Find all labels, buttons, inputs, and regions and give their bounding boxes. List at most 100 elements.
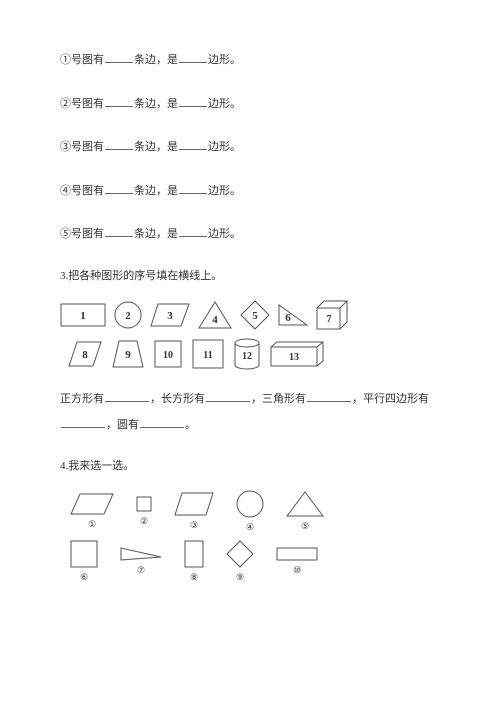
- q3n-t3: 边形。: [208, 141, 241, 153]
- questions-block: ①号图有条边，是边形。 ②号图有条边，是边形。 ③号图有条边，是边形。 ④号图有…: [60, 50, 440, 244]
- lbl-circle: ，圆有: [106, 419, 139, 431]
- q3n-blank2[interactable]: [179, 137, 207, 150]
- shape-9-trapezoid: 9: [112, 340, 144, 368]
- q5-blank1[interactable]: [105, 224, 133, 237]
- q4-row2: ⑥ ⑦ ⑧ ⑨ ⑩: [70, 540, 440, 584]
- q3-shapes-row1: 1 2 3 4 5 6 7: [60, 300, 440, 330]
- svg-text:11: 11: [203, 350, 212, 361]
- lbl-square: 正方形有: [60, 393, 104, 405]
- q1-blank1[interactable]: [105, 50, 133, 63]
- shape-10-square: 10: [154, 340, 182, 368]
- shape-1-rectangle: 1: [60, 303, 106, 327]
- q4-shape-1: ①: [70, 493, 114, 531]
- q4-row1: ① ② ③ ④ ⑤: [70, 490, 440, 534]
- q3n-t2: 条边，是: [134, 141, 178, 153]
- shape-4-triangle: 4: [198, 301, 232, 329]
- q3-fill-line: 正方形有 ，长方形有 ，三角形有 ，平行四边形有 ，圆有 。: [60, 386, 440, 439]
- q2-t1: 号图有: [71, 98, 104, 110]
- q5-t2: 条边，是: [134, 228, 178, 240]
- shape-3-parallelogram: 3: [150, 303, 190, 327]
- q2-blank1[interactable]: [105, 94, 133, 107]
- q4-shape-9: ⑨: [226, 540, 254, 584]
- q4-num-1: ①: [88, 517, 96, 531]
- q4-shape-5: ⑤: [286, 491, 324, 533]
- q4-rect-wide-icon: [276, 547, 318, 561]
- svg-text:8: 8: [82, 349, 88, 361]
- q-line-2: ②号图有 条边，是 边形。: [60, 94, 440, 114]
- svg-text:9: 9: [125, 349, 131, 361]
- q4-title: 4.我来选一选。: [60, 458, 440, 476]
- q4-num-7: ⑦: [137, 563, 145, 577]
- q1-t3: 边形。: [208, 54, 241, 66]
- q1-t1: 号图有: [71, 54, 104, 66]
- q4n-t1: 号图有: [71, 185, 104, 197]
- shape-11-square: 11: [192, 339, 224, 369]
- q-line-5: ⑤号图有条边，是边形。: [60, 224, 440, 244]
- lbl-para: ，平行四边形有: [352, 393, 429, 405]
- svg-text:3: 3: [167, 310, 173, 322]
- q4-shape-10: ⑩: [276, 547, 318, 577]
- lbl-end: 。: [185, 419, 196, 431]
- q4n-t2: 条边，是: [134, 185, 178, 197]
- q2-t2: 条边，是: [134, 98, 178, 110]
- q4-parallelogram-icon: [70, 493, 114, 515]
- shape-7-cube: 7: [316, 300, 348, 330]
- q3-title: 3.把各种图形的序号填在横线上。: [60, 268, 440, 286]
- q5-blank2[interactable]: [179, 224, 207, 237]
- q4-shape-7: ⑦: [120, 547, 162, 577]
- svg-text:6: 6: [285, 312, 291, 324]
- q3n-blank1[interactable]: [105, 137, 133, 150]
- q5-t3: 边形。: [208, 228, 241, 240]
- q4n-t3: 边形。: [208, 185, 241, 197]
- q-line-4: ④号图有条边，是边形。: [60, 181, 440, 201]
- q3-shapes-row2: 8 9 10 11 12 13: [68, 338, 440, 370]
- blank-rect[interactable]: [206, 389, 250, 402]
- shape-5-diamond: 5: [240, 300, 270, 330]
- q5-num: ⑤: [60, 228, 71, 240]
- q4-num-9: ⑨: [236, 570, 244, 584]
- q3n-t1: 号图有: [71, 141, 104, 153]
- q4-num-6: ⑥: [80, 570, 88, 584]
- q-line-3: ③号图有 条边，是 边形。: [60, 137, 440, 157]
- svg-text:10: 10: [163, 350, 173, 361]
- blank-para[interactable]: [61, 415, 105, 428]
- q4n-blank2[interactable]: [179, 181, 207, 194]
- q1-t2: 条边，是: [134, 54, 178, 66]
- blank-circle[interactable]: [140, 415, 184, 428]
- svg-text:4: 4: [212, 314, 218, 326]
- q4-num-4: ④: [246, 520, 254, 534]
- q4-square-icon: [70, 540, 98, 568]
- q4-shape-4: ④: [236, 490, 264, 534]
- lbl-rect: ，长方形有: [150, 393, 205, 405]
- q4-parallelogram2-icon: [174, 492, 214, 516]
- q4-rect-tall-icon: [184, 540, 204, 568]
- q4n-blank1[interactable]: [105, 181, 133, 194]
- q4-num-8: ⑧: [190, 570, 198, 584]
- q4-shape-3: ③: [174, 492, 214, 532]
- svg-text:12: 12: [242, 351, 252, 362]
- q4-square-small-icon: [136, 496, 152, 512]
- q2-blank2[interactable]: [179, 94, 207, 107]
- q4-num-2: ②: [140, 514, 148, 528]
- q4-num-10: ⑩: [293, 563, 301, 577]
- lbl-tri: ，三角形有: [251, 393, 306, 405]
- q4-circle-icon: [236, 490, 264, 518]
- svg-text:7: 7: [327, 314, 332, 325]
- svg-text:2: 2: [125, 310, 131, 322]
- shape-8-parallelogram: 8: [68, 341, 102, 367]
- q2-num: ②: [60, 98, 71, 110]
- q4-diamond-icon: [226, 540, 254, 568]
- q1-blank2[interactable]: [179, 50, 207, 63]
- q2-t3: 边形。: [208, 98, 241, 110]
- q3n-num: ③: [60, 141, 71, 153]
- blank-tri[interactable]: [307, 389, 351, 402]
- q1-num: ①: [60, 54, 71, 66]
- shape-2-circle: 2: [114, 301, 142, 329]
- shape-13-cuboid: 13: [270, 341, 324, 367]
- svg-text:1: 1: [80, 310, 86, 322]
- blank-square[interactable]: [105, 389, 149, 402]
- svg-text:13: 13: [289, 352, 299, 363]
- shape-6-right-triangle: 6: [278, 304, 308, 326]
- q4-triangle-icon: [286, 491, 324, 517]
- q4-shape-2: ②: [136, 496, 152, 528]
